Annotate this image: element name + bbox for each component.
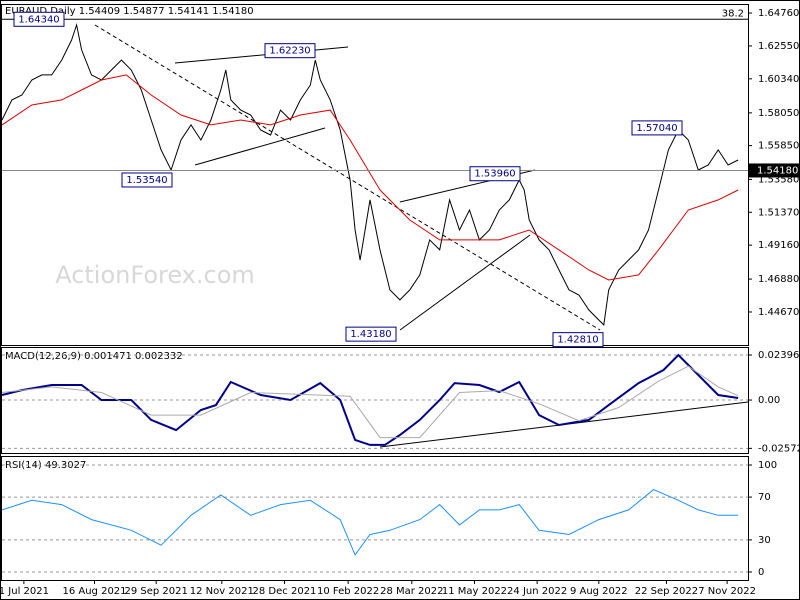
chart-title: EURAUD,Daily 1.54409 1.54877 1.54141 1.5… xyxy=(5,6,254,17)
y-tick-label: 1.64760 xyxy=(758,8,799,19)
annotation-label: 1.43180 xyxy=(350,329,391,340)
macd-title: MACD(12,26,9) 0.001471 0.002332 xyxy=(5,351,183,362)
x-tick-label: 12 Nov 2021 xyxy=(190,586,254,597)
y-tick-label: 1.46880 xyxy=(758,274,799,285)
annotation-box xyxy=(469,166,521,182)
trendline xyxy=(174,46,349,64)
y-tick-label: 30 xyxy=(758,535,771,546)
annotation-label: 1.53960 xyxy=(474,169,515,180)
trendline xyxy=(399,234,531,331)
y-tick-label: -0.025726 xyxy=(758,443,800,454)
annotation-box xyxy=(121,172,173,188)
rsi-panel xyxy=(1,456,749,581)
x-tick-label: 29 Sep 2021 xyxy=(124,586,187,597)
x-tick-label: 24 Jun 2022 xyxy=(507,586,567,597)
annotation-label: 1.53540 xyxy=(126,175,167,186)
x-tick-label: 28 Mar 2022 xyxy=(380,586,443,597)
x-tick-label: 9 Aug 2022 xyxy=(570,586,628,597)
annotation-label: 1.42810 xyxy=(557,335,598,346)
y-tick-label: 1.55850 xyxy=(758,141,799,152)
annotation-box xyxy=(631,120,683,136)
x-tick-label: 1 Jul 2021 xyxy=(0,586,49,597)
annotation-box xyxy=(13,11,65,27)
annotation-label: 1.64340 xyxy=(18,14,59,25)
fib-label: 38.2 xyxy=(722,8,744,19)
last-price-box xyxy=(749,163,799,178)
y-tick-label: 1.60340 xyxy=(758,74,799,85)
series-line xyxy=(1,353,739,446)
annotation-box xyxy=(264,43,316,59)
series-line xyxy=(1,365,739,439)
x-tick-label: 22 Sep 2022 xyxy=(635,586,698,597)
y-tick-label: 1.62550 xyxy=(758,41,799,52)
y-tick-label: 0.023963 xyxy=(758,350,800,361)
x-tick-label: 11 May 2022 xyxy=(442,586,507,597)
y-tick-label: 1.58050 xyxy=(758,108,799,119)
annotation-box xyxy=(345,326,397,342)
annotation-label: 1.62230 xyxy=(269,46,310,57)
annotation-label: 1.57040 xyxy=(636,123,677,134)
y-tick-label: 1.44670 xyxy=(758,307,799,318)
price-panel xyxy=(1,4,749,346)
y-tick-label: 0 xyxy=(758,567,764,578)
series-line xyxy=(1,74,739,281)
y-tick-label: 1.49160 xyxy=(758,240,799,251)
watermark: ActionForex.com xyxy=(55,261,255,289)
trendline xyxy=(94,24,601,331)
y-tick-label: 1.53580 xyxy=(758,174,799,185)
last-price-label: 1.54180 xyxy=(757,165,798,176)
x-tick-label: 10 Feb 2022 xyxy=(317,586,379,597)
x-tick-label: 28 Dec 2021 xyxy=(253,586,317,597)
y-tick-label: 100 xyxy=(758,460,777,471)
trendline xyxy=(194,127,326,166)
series-line xyxy=(1,22,739,326)
y-tick-label: 1.51370 xyxy=(758,207,799,218)
y-tick-label: 0.00 xyxy=(758,395,780,406)
annotation-box xyxy=(552,332,604,348)
x-tick-label: 16 Aug 2021 xyxy=(62,586,126,597)
y-tick-label: 70 xyxy=(758,492,771,503)
x-tick-label: 7 Nov 2022 xyxy=(698,586,756,597)
series-line xyxy=(1,489,739,556)
